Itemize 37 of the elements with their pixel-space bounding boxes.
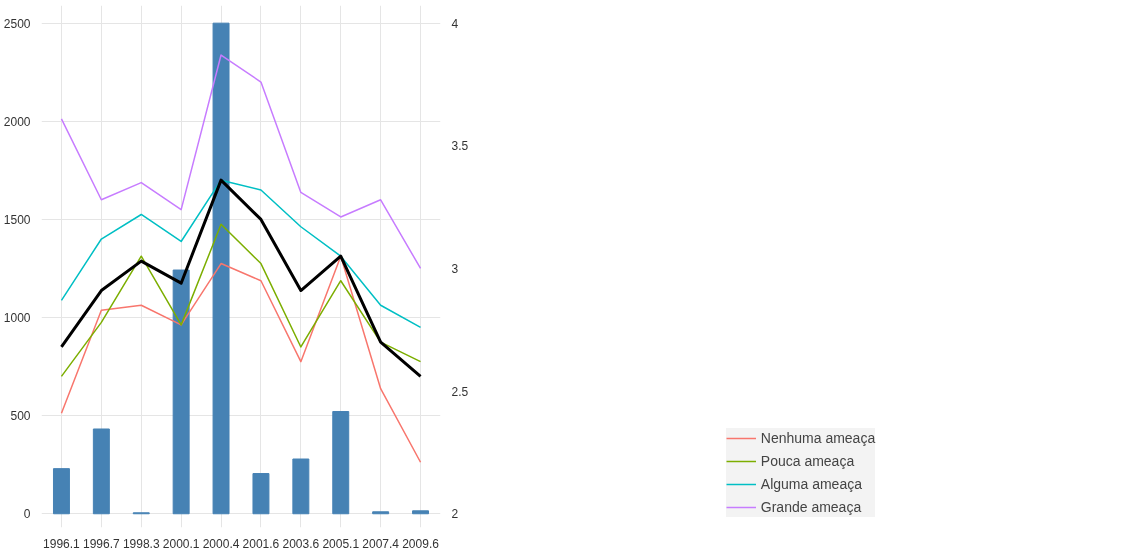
bar	[292, 458, 310, 515]
line-series	[59, 178, 423, 378]
legend-label: Alguma ameaça	[760, 476, 862, 492]
y-tick-label: 2500	[3, 16, 31, 31]
x-tick-label: 2009.6	[402, 536, 440, 551]
y2-tick-label: 4	[451, 16, 459, 31]
legend-label: Nenhuma ameaça	[760, 430, 876, 446]
x-tick-label: 2005.1	[322, 536, 360, 551]
bar	[332, 411, 350, 515]
legend-label: Pouca ameaça	[760, 453, 855, 469]
bar	[252, 473, 270, 515]
legend-label: Grande ameaça	[760, 499, 862, 515]
y2-tick-label: 3.5	[451, 139, 469, 154]
line-series	[60, 223, 422, 378]
x-tick-label: 1996.7	[83, 536, 121, 551]
x-tick-label: 2000.1	[162, 536, 200, 551]
x-tick-label: 2007.4	[362, 536, 400, 551]
y-tick-label: 1000	[3, 311, 31, 326]
y-tick-label: 2000	[3, 114, 31, 129]
bar	[172, 269, 190, 515]
y2-tick-label: 2	[451, 507, 459, 522]
x-tick-label: 2000.4	[202, 536, 240, 551]
bar	[92, 428, 110, 515]
y-tick-label: 500	[10, 409, 31, 424]
y2-tick-label: 2.5	[451, 384, 469, 399]
bar	[212, 22, 230, 515]
y2-tick-label: 3	[451, 261, 459, 276]
line-series	[60, 54, 422, 270]
x-tick-label: 1996.1	[43, 536, 81, 551]
bar	[412, 510, 430, 515]
x-tick-label: 1998.3	[122, 536, 160, 551]
line-series	[60, 179, 422, 329]
y-tick-label: 1500	[3, 212, 31, 227]
y-tick-label: 0	[23, 507, 31, 522]
x-tick-label: 2003.6	[282, 536, 320, 551]
x-tick-label: 2001.6	[242, 536, 280, 551]
bar	[52, 468, 70, 515]
